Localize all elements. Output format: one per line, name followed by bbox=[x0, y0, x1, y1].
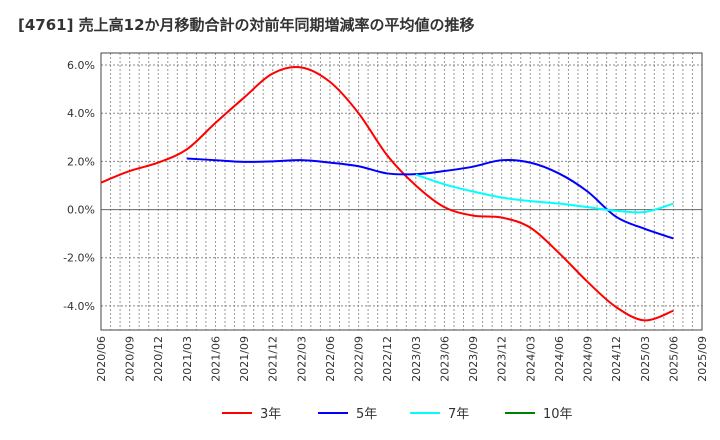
y-tick-label: 6.0% bbox=[67, 59, 95, 72]
x-tick-label: 2024/09 bbox=[582, 336, 595, 382]
x-tick-label: 2024/06 bbox=[553, 336, 566, 382]
x-tick-label: 2023/06 bbox=[438, 336, 451, 382]
x-tick-label: 2022/12 bbox=[381, 336, 394, 382]
legend-label: 7年 bbox=[448, 407, 469, 422]
chart-title: [4761] 売上高12か月移動合計の対前年同期増減率の平均値の推移 bbox=[18, 16, 475, 34]
x-tick-label: 2023/03 bbox=[410, 336, 423, 382]
plot-area bbox=[101, 53, 702, 330]
x-tick-label: 2021/03 bbox=[181, 336, 194, 382]
series-line-5年 bbox=[186, 157, 674, 240]
y-tick-label: -2.0% bbox=[63, 252, 95, 265]
x-tick-label: 2025/03 bbox=[639, 336, 652, 382]
x-tick-label: 2020/09 bbox=[124, 336, 137, 382]
legend-label: 5年 bbox=[356, 407, 377, 422]
x-tick-label: 2023/12 bbox=[496, 336, 509, 382]
y-tick-label: 2.0% bbox=[67, 155, 95, 168]
x-tick-label: 2020/12 bbox=[152, 336, 165, 382]
x-tick-label: 2022/06 bbox=[324, 336, 337, 382]
plot-border bbox=[100, 52, 703, 331]
x-tick-label: 2022/09 bbox=[353, 336, 366, 382]
legend-label: 3年 bbox=[260, 407, 281, 422]
series-line-7年 bbox=[415, 173, 674, 214]
x-tick-label: 2023/09 bbox=[467, 336, 480, 382]
y-tick-label: 0.0% bbox=[67, 204, 95, 217]
x-tick-label: 2022/03 bbox=[295, 336, 308, 382]
x-tick-label: 2020/06 bbox=[95, 336, 108, 382]
x-tick-label: 2025/09 bbox=[696, 336, 709, 382]
x-tick-label: 2024/03 bbox=[524, 336, 537, 382]
x-tick-label: 2024/12 bbox=[610, 336, 623, 382]
x-tick-label: 2021/12 bbox=[267, 336, 280, 382]
x-tick-label: 2021/06 bbox=[209, 336, 222, 382]
x-tick-label: 2021/09 bbox=[238, 336, 251, 382]
series-line-3年 bbox=[100, 66, 674, 322]
legend-label: 10年 bbox=[543, 407, 573, 422]
y-tick-label: 4.0% bbox=[67, 107, 95, 120]
x-tick-label: 2025/06 bbox=[667, 336, 680, 382]
y-tick-label: -4.0% bbox=[63, 300, 95, 313]
